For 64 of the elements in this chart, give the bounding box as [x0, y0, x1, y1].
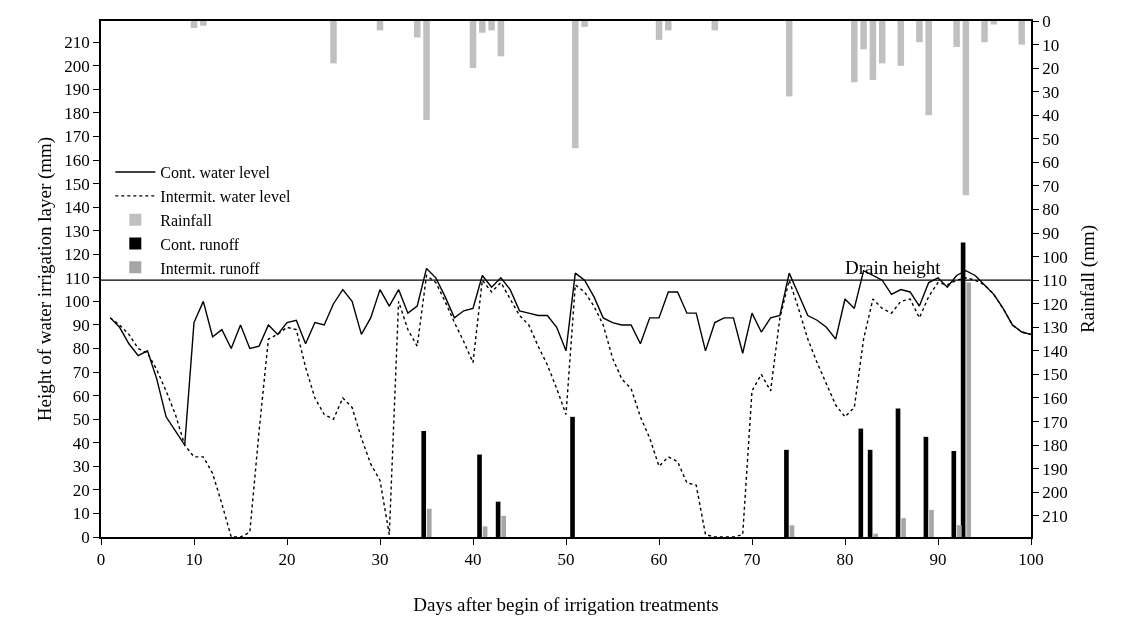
- y-tick-label: 150: [64, 174, 90, 194]
- y2-tick-label: 140: [1042, 341, 1068, 361]
- y2-tick-label: 110: [1042, 271, 1068, 291]
- x-tick-label: 40: [464, 550, 482, 570]
- x-tick-label: 80: [836, 550, 854, 570]
- legend-label: Intermit. runoff: [160, 259, 261, 277]
- y-tick-label: 120: [64, 245, 90, 265]
- y-tick-label: 140: [64, 198, 90, 218]
- x-tick-label: 90: [929, 550, 947, 570]
- y-tick-label: 100: [64, 292, 90, 312]
- y2-tick-label: 200: [1042, 483, 1068, 503]
- y2-tick-label: 20: [1042, 59, 1060, 79]
- x-tick-label: 20: [278, 550, 296, 570]
- y-tick-label: 60: [72, 386, 90, 406]
- y-tick-label: 160: [64, 150, 90, 170]
- y-tick-label: 10: [72, 504, 90, 524]
- y2-tick-label: 10: [1042, 35, 1060, 55]
- y2-tick-label: 160: [1042, 388, 1068, 408]
- x-tick-label: 60: [650, 550, 668, 570]
- y2-tick-label: 180: [1042, 436, 1068, 456]
- y2-tick-label: 0: [1042, 11, 1051, 31]
- legend-label: Cont. water level: [160, 164, 271, 182]
- x-tick-label: 100: [1018, 550, 1044, 570]
- y-tick-label: 40: [72, 433, 90, 453]
- x-tick-label: 0: [96, 550, 106, 570]
- y-tick-label: 80: [72, 339, 90, 359]
- y-tick-label: 50: [72, 410, 90, 430]
- legend-label: Intermit. water level: [160, 188, 292, 206]
- y-tick-label: 200: [64, 56, 90, 76]
- legend-label: Cont. runoff: [160, 235, 240, 253]
- y2-axis-title: Rainfall (mm): [1076, 224, 1099, 334]
- x-tick-label: 30: [371, 550, 389, 570]
- y2-tick-label: 150: [1042, 365, 1068, 385]
- y2-tick-label: 120: [1042, 294, 1068, 314]
- y2-tick-label: 40: [1042, 106, 1060, 126]
- y-tick-label: 20: [72, 480, 90, 500]
- x-axis-title: Days after begin of irrigation treatments: [413, 594, 719, 616]
- y-tick-label: 170: [64, 127, 90, 147]
- y2-tick-label: 60: [1042, 153, 1060, 173]
- ref-line-label: Drain height: [845, 257, 942, 278]
- x-tick-label: 50: [557, 550, 575, 570]
- y-tick-label: 190: [64, 80, 90, 100]
- y2-tick-label: 210: [1042, 506, 1068, 526]
- y2-tick-label: 170: [1042, 412, 1068, 432]
- y2-tick-label: 70: [1042, 176, 1060, 196]
- y-tick-label: 210: [64, 33, 90, 53]
- y-tick-label: 110: [64, 268, 90, 288]
- x-tick-label: 10: [185, 550, 203, 570]
- y-tick-label: 30: [72, 457, 90, 477]
- y-axis-title: Height of water irrigation layer (mm): [33, 136, 56, 422]
- y2-tick-label: 190: [1042, 459, 1068, 479]
- y-tick-label: 90: [72, 315, 90, 335]
- y-tick-label: 180: [64, 103, 90, 123]
- y2-tick-label: 50: [1042, 129, 1060, 149]
- y-tick-label: 130: [64, 221, 90, 241]
- y2-tick-label: 80: [1042, 200, 1060, 220]
- legend-label: Rainfall: [160, 211, 213, 229]
- y2-tick-label: 30: [1042, 82, 1060, 102]
- y-tick-label: 0: [81, 527, 90, 547]
- y2-tick-label: 90: [1042, 224, 1060, 243]
- x-tick-label: 70: [743, 550, 761, 570]
- y2-tick-label: 130: [1042, 318, 1068, 338]
- y-tick-label: 70: [72, 363, 90, 383]
- y2-tick-label: 100: [1042, 247, 1068, 267]
